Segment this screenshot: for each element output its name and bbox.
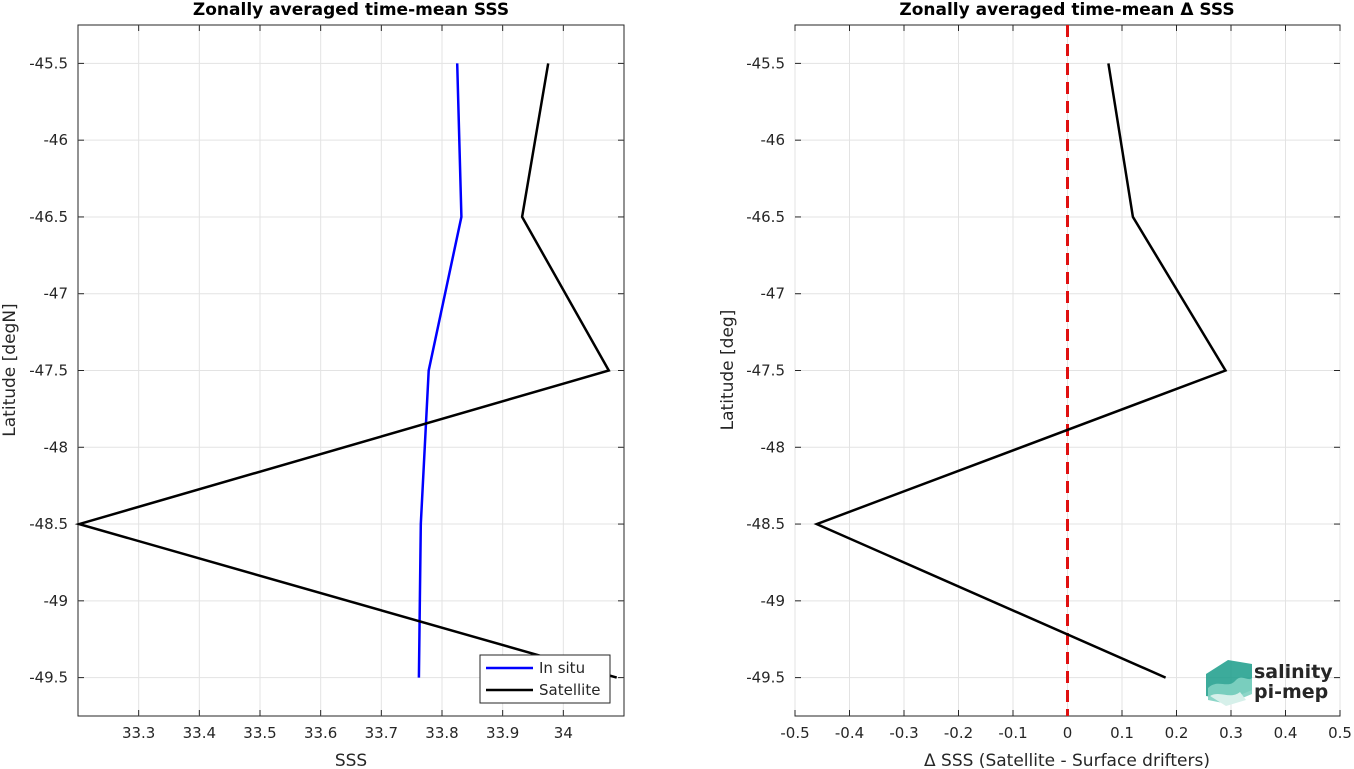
- y-tick-label: -47.5: [29, 362, 68, 380]
- delta-ylabel: Latitude [deg]: [718, 310, 738, 431]
- y-tick-label: -47: [761, 285, 786, 303]
- legend: In situ Satellite: [479, 654, 611, 704]
- legend-label-satellite: Satellite: [539, 681, 600, 699]
- x-tick-label: -0.3: [889, 724, 918, 742]
- sss-ylabel: Latitude [degN]: [0, 303, 20, 436]
- sss-title: Zonally averaged time-mean SSS: [193, 0, 509, 20]
- y-tick-label: -47.5: [746, 362, 785, 380]
- x-tick-label: 33.5: [243, 724, 276, 742]
- y-tick-label: -46.5: [746, 208, 785, 226]
- x-tick-label: 33.6: [304, 724, 337, 742]
- x-tick-label: -0.2: [944, 724, 973, 742]
- legend-label-in-situ: In situ: [539, 659, 585, 677]
- x-tick-label: 33.4: [183, 724, 216, 742]
- y-tick-label: -48.5: [746, 515, 785, 533]
- delta-title: Zonally averaged time-mean Δ SSS: [899, 0, 1234, 20]
- x-tick-label: 0.3: [1219, 724, 1243, 742]
- series-line-delta: [813, 63, 1228, 679]
- x-tick-label: 33.3: [122, 724, 155, 742]
- y-tick-label: -49.5: [746, 669, 785, 687]
- y-tick-label: -45.5: [746, 54, 785, 72]
- y-tick-label: -46: [44, 131, 69, 149]
- sss-panel: 33.3 33.4 33.5 33.6 33.7 33.8 33.9 34 -45.5 -46 -4…: [0, 0, 625, 769]
- y-tick-label: -45.5: [29, 54, 68, 72]
- y-tick-label: -48: [44, 438, 69, 456]
- y-tick-label: -48: [761, 438, 786, 456]
- y-tick-label: -47: [44, 285, 69, 303]
- series-line-satellite: [74, 63, 618, 679]
- y-tick-label: -48.5: [29, 515, 68, 533]
- sss-xlabel: SSS: [335, 751, 367, 769]
- x-tick-label: 33.9: [486, 724, 519, 742]
- logo-line2: pi-mep: [1254, 681, 1328, 703]
- x-tick-label: 0.1: [1110, 724, 1134, 742]
- delta-sss-panel: -0.5 -0.4 -0.3 -0.2 -0.1 0 0.1 0.2 0.3 0.4 0.5 -45.…: [718, 0, 1352, 769]
- y-tick-label: -46: [761, 131, 786, 149]
- legend-box: [479, 654, 611, 704]
- x-tick-label: -0.4: [835, 724, 864, 742]
- x-tick-label: 0.5: [1328, 724, 1352, 742]
- x-tick-label: 33.7: [365, 724, 398, 742]
- x-tick-label: 0.2: [1165, 724, 1189, 742]
- y-tick-label: -46.5: [29, 208, 68, 226]
- logo-line1: salinity: [1254, 661, 1333, 683]
- x-tick-label: -0.5: [780, 724, 809, 742]
- x-tick-label: 0.4: [1274, 724, 1298, 742]
- series-line-in-situ: [417, 63, 463, 678]
- x-tick-label: -0.1: [998, 724, 1027, 742]
- x-tick-label: 34: [554, 724, 573, 742]
- salinity-pi-mep-logo: salinity pi-mep: [1206, 660, 1333, 706]
- y-tick-label: -49: [44, 592, 69, 610]
- y-tick-label: -49: [761, 592, 786, 610]
- delta-xlabel: Δ SSS (Satellite - Surface drifters): [924, 751, 1210, 769]
- y-tick-label: -49.5: [29, 669, 68, 687]
- x-tick-label: 0: [1063, 724, 1073, 742]
- x-tick-label: 33.8: [425, 724, 458, 742]
